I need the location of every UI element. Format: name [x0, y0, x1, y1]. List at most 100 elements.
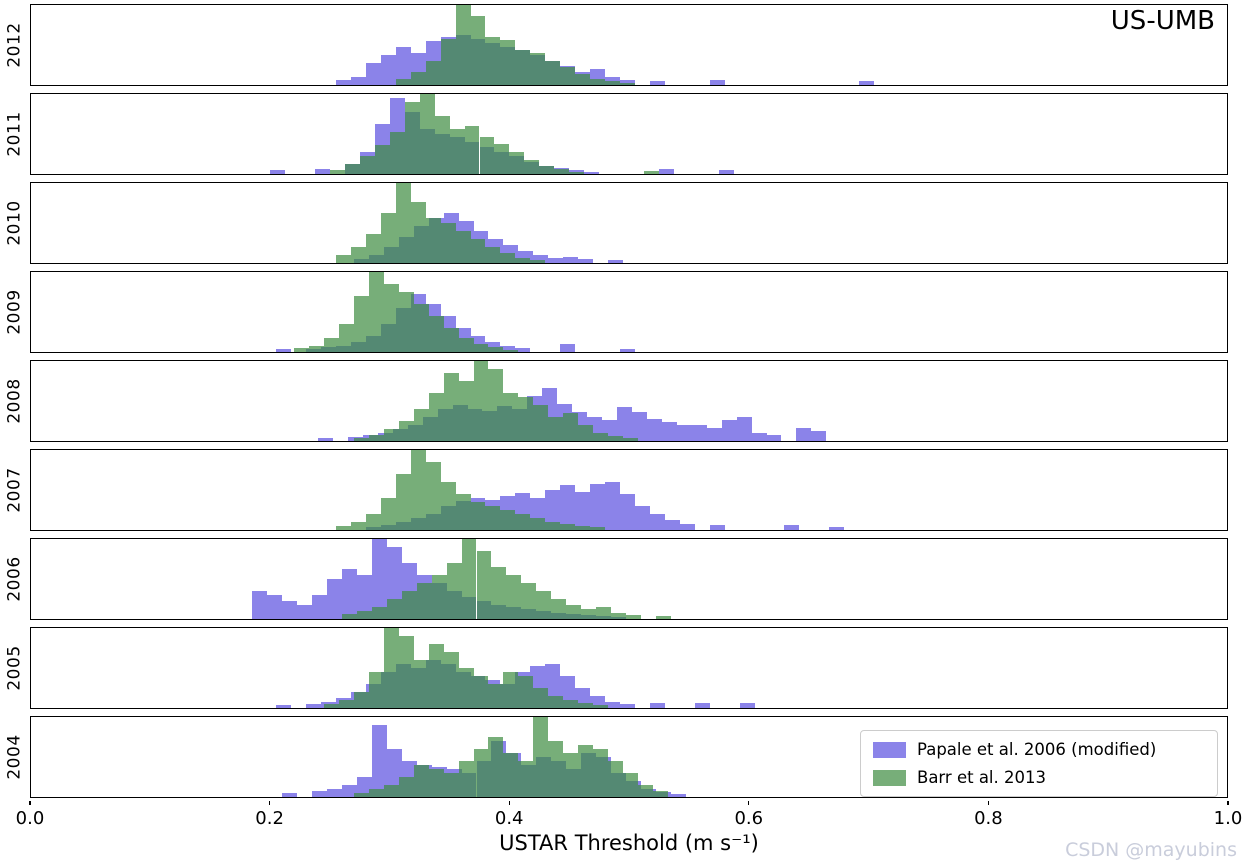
papale-bar	[563, 256, 579, 263]
barr-bar	[380, 213, 396, 263]
papale-bar	[350, 77, 366, 85]
x-tick-mark	[748, 801, 750, 805]
barr-bar	[515, 258, 531, 263]
barr-bar	[330, 170, 345, 174]
barr-bar	[643, 170, 659, 174]
x-tick-mark	[987, 801, 990, 805]
barr-bar	[398, 777, 414, 797]
barr-bar	[410, 450, 426, 530]
barr-bar	[440, 38, 456, 85]
x-tick-mark	[268, 801, 271, 805]
barr-bar	[560, 523, 576, 530]
papale-bar	[721, 420, 737, 441]
papale-bar	[605, 482, 621, 530]
panel-row-2011: 2011	[0, 93, 1228, 175]
papale-bar	[276, 704, 292, 708]
barr-bar	[500, 510, 516, 530]
barr-bar	[374, 145, 390, 174]
papale-bar	[515, 348, 531, 352]
barr-bar	[353, 437, 369, 441]
papale-bar	[739, 703, 755, 708]
year-label-2007: 2007	[5, 467, 26, 513]
barr-bar	[500, 253, 516, 263]
barr-bar	[443, 652, 459, 708]
x-axis: USTAR Threshold (m s⁻¹) 0.0 0.2 0.4 0.6 0.8 1…	[16, 801, 1242, 863]
papale-bar	[796, 428, 812, 441]
barr-bar	[485, 37, 501, 85]
barr-bar	[425, 218, 441, 263]
barr-bar	[500, 40, 516, 85]
barr-bar	[575, 526, 591, 530]
year-label-2012: 2012	[5, 22, 26, 68]
y-label-cell: 2006	[0, 538, 30, 620]
barr-bar	[485, 506, 501, 530]
barr-bar	[309, 345, 324, 352]
papale-bar	[718, 170, 734, 174]
papale-bar	[751, 433, 767, 441]
barr-bar	[428, 316, 444, 352]
barr-bar	[434, 116, 450, 174]
barr-bar	[458, 761, 474, 797]
barr-bar	[428, 393, 444, 441]
legend-label-papale: Papale et al. 2006 (modified)	[917, 740, 1157, 759]
barr-bar	[335, 255, 351, 263]
barr-bar	[359, 156, 375, 174]
barr-bar	[637, 785, 653, 797]
barr-bar	[356, 611, 372, 619]
barr-bar	[608, 436, 623, 441]
barr-bar	[344, 164, 360, 174]
barr-bar	[365, 234, 381, 263]
y-label-cell: 2008	[0, 360, 30, 442]
papale-bar	[829, 526, 845, 530]
barr-bar	[413, 409, 429, 441]
barr-bar	[494, 143, 510, 174]
barr-bar	[353, 296, 369, 352]
barr-bar	[518, 676, 534, 708]
panel-row-2008: 2008	[0, 360, 1228, 442]
papale-bar	[356, 777, 372, 797]
x-tick-mark	[1227, 801, 1229, 805]
barr-bar	[518, 761, 534, 797]
papale-bar	[395, 46, 411, 85]
barr-bar	[449, 129, 465, 174]
papale-bar	[297, 604, 313, 619]
papale-bar	[811, 431, 827, 441]
barr-bar	[611, 612, 626, 619]
papale-bar	[267, 595, 283, 619]
barr-bar	[620, 82, 635, 85]
barr-bar	[410, 202, 426, 263]
barr-bar	[404, 102, 420, 174]
papale-bar	[318, 437, 333, 441]
barr-bar	[503, 672, 519, 708]
barr-bar	[455, 494, 471, 530]
x-tick-label: 0.8	[974, 808, 1003, 829]
barr-bar	[476, 551, 492, 619]
papale-bar	[661, 421, 677, 441]
histogram-panel-2009	[30, 271, 1228, 353]
barr-bar	[458, 337, 474, 352]
barr-bar	[596, 607, 612, 619]
papale-bar	[617, 407, 632, 441]
barr-bar	[383, 785, 399, 797]
barr-bar	[341, 614, 357, 619]
barr-bar	[410, 72, 426, 85]
barr-bar	[398, 292, 414, 352]
barr-bar	[335, 526, 351, 530]
barr-bar	[443, 773, 459, 797]
papale-bar	[631, 412, 647, 441]
panel-row-2012: 2012	[0, 4, 1228, 86]
barr-bar	[503, 753, 519, 797]
papale-bar	[276, 348, 292, 352]
papale-bar	[649, 514, 665, 530]
papale-bar	[649, 703, 665, 708]
barr-bar	[353, 692, 369, 708]
histogram-panel-2012	[30, 4, 1228, 86]
barr-bar	[509, 151, 525, 174]
barr-swatch-icon	[873, 769, 906, 786]
papale-bar	[500, 345, 516, 352]
barr-bar	[443, 328, 459, 352]
barr-bar	[515, 49, 531, 85]
barr-bar	[563, 753, 579, 797]
barr-bar	[371, 607, 387, 619]
barr-bar	[383, 284, 399, 352]
